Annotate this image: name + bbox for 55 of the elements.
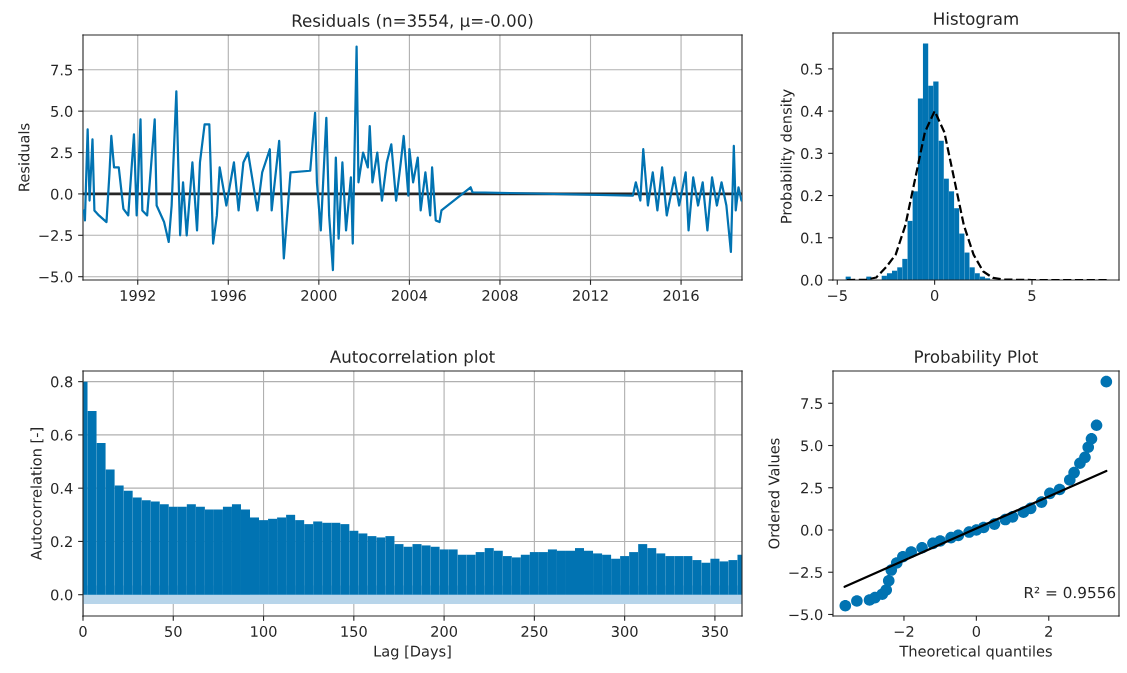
x-tick-label: −5 <box>828 290 847 302</box>
y-tick-label: 5.0 <box>51 105 73 117</box>
y-tick-label: 0.2 <box>51 536 72 548</box>
x-tick-label: 100 <box>251 625 277 638</box>
y-tick-label: −5.0 <box>39 271 73 283</box>
x-tick-label: 2 <box>1045 625 1052 637</box>
y-axis-title: Residuals <box>18 123 30 191</box>
y-tick-label: −2.5 <box>39 230 72 242</box>
x-axis-title: Theoretical quantiles <box>899 645 1052 660</box>
annotation: R² = 0.9556 <box>1024 586 1116 599</box>
x-tick-label: 150 <box>341 625 367 638</box>
y-tick-label: 0.4 <box>801 105 823 117</box>
x-tick-label: 2004 <box>391 289 428 302</box>
y-tick-label: 0.8 <box>51 376 73 388</box>
y-tick-label: −5.0 <box>789 609 823 621</box>
x-tick-label: 2000 <box>301 289 337 302</box>
chart-title: Residuals (n=3554, μ=-0.00) <box>292 14 533 31</box>
y-axis-title: Autocorrelation [-] <box>30 428 44 561</box>
x-tick-label: 200 <box>431 625 458 638</box>
y-tick-label: 2.5 <box>801 482 822 494</box>
x-tick-label: 0 <box>972 625 981 638</box>
y-tick-label: 5.0 <box>801 440 823 452</box>
y-axis-title: Ordered Values <box>768 438 780 549</box>
y-tick-label: 0.6 <box>51 429 73 441</box>
y-axis-title: Probability density <box>780 89 795 223</box>
y-tick-label: −2.5 <box>789 566 822 578</box>
chart-title: Histogram <box>934 12 1018 29</box>
x-tick-label: −2 <box>894 625 914 637</box>
y-tick-label: 2.5 <box>51 147 72 159</box>
y-tick-label: 0.0 <box>51 188 73 200</box>
y-tick-label: 7.5 <box>801 398 822 410</box>
y-tick-label: 0.0 <box>801 274 823 286</box>
y-tick-label: 0.5 <box>801 63 822 75</box>
y-tick-label: 0.2 <box>801 190 822 202</box>
x-tick-label: 0 <box>79 625 87 638</box>
y-tick-label: 7.5 <box>51 64 72 76</box>
x-tick-label: 1996 <box>211 289 246 302</box>
y-tick-label: 0.4 <box>51 482 73 494</box>
x-tick-label: 1992 <box>120 289 155 302</box>
y-tick-label: 0.1 <box>801 232 822 244</box>
x-tick-label: 5 <box>1028 290 1036 302</box>
chart-title: Autocorrelation plot <box>329 350 495 367</box>
x-tick-label: 2016 <box>663 289 699 302</box>
x-tick-label: 250 <box>521 625 548 638</box>
y-tick-label: 0.3 <box>801 148 823 160</box>
y-tick-label: 0.0 <box>51 589 73 601</box>
x-tick-label: 50 <box>165 625 182 638</box>
x-tick-label: 350 <box>702 625 728 638</box>
x-tick-label: 2008 <box>482 289 518 302</box>
x-tick-label: 2012 <box>573 289 608 302</box>
x-tick-label: 300 <box>611 625 638 638</box>
chart-title: Probability Plot <box>915 350 1038 367</box>
x-tick-label: 0 <box>930 289 939 302</box>
y-tick-label: 0.0 <box>801 524 823 536</box>
x-axis-title: Lag [Days] <box>374 645 451 660</box>
